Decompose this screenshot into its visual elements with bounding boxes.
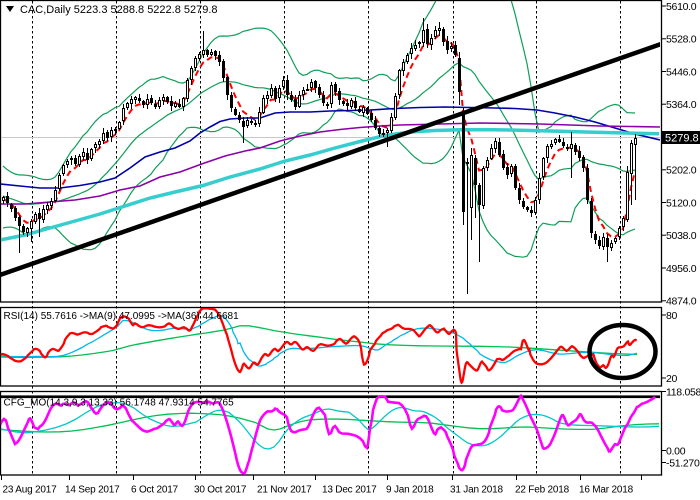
svg-text:6 Oct 2017: 6 Oct 2017: [131, 484, 179, 495]
svg-text:CFG_MO(14,3,9,3,13,33) 56.1748: CFG_MO(14,3,9,3,13,33) 56.1748 47.9314 5…: [4, 397, 235, 408]
svg-text:RSI(14) 55.7616 ->MA(9) 47.09: RSI(14) 55.7616 ->MA(9) 47.0995 ->MA(36)…: [4, 311, 240, 322]
svg-text:80: 80: [666, 310, 678, 322]
svg-text:-51.2708: -51.2708: [666, 457, 700, 469]
svg-text:22 Feb 2018: 22 Feb 2018: [515, 484, 570, 495]
svg-text:5279.8: 5279.8: [665, 133, 699, 145]
svg-text:5120.0: 5120.0: [666, 197, 697, 209]
svg-text:9 Jan 2018: 9 Jan 2018: [386, 484, 434, 495]
svg-text:23 Aug 2017: 23 Aug 2017: [3, 484, 58, 495]
svg-text:13 Dec 2017: 13 Dec 2017: [322, 484, 377, 495]
svg-text:4874.0: 4874.0: [666, 296, 697, 308]
svg-text:5038.0: 5038.0: [666, 230, 697, 242]
svg-text:20: 20: [666, 373, 678, 385]
svg-text:21 Nov 2017: 21 Nov 2017: [257, 484, 312, 495]
svg-text:31 Jan 2018: 31 Jan 2018: [450, 484, 503, 495]
svg-text:5202.0: 5202.0: [666, 165, 697, 177]
svg-text:CAC,Daily 5223.3 5288.8 5222.: CAC,Daily 5223.3 5288.8 5222.8 5279.8: [20, 4, 218, 16]
svg-text:5528.0: 5528.0: [666, 34, 697, 46]
svg-text:30 Oct 2017: 30 Oct 2017: [194, 484, 247, 495]
svg-text:0.00: 0.00: [666, 445, 686, 457]
svg-text:16 Mar 2018: 16 Mar 2018: [579, 484, 634, 495]
svg-text:5446.0: 5446.0: [666, 66, 697, 78]
svg-text:14 Sep 2017: 14 Sep 2017: [65, 484, 120, 495]
svg-text:5610.0: 5610.0: [666, 1, 697, 13]
svg-text:5364.0: 5364.0: [666, 99, 697, 111]
svg-text:118.0586: 118.0586: [666, 386, 700, 398]
svg-text:4956.0: 4956.0: [666, 263, 697, 275]
